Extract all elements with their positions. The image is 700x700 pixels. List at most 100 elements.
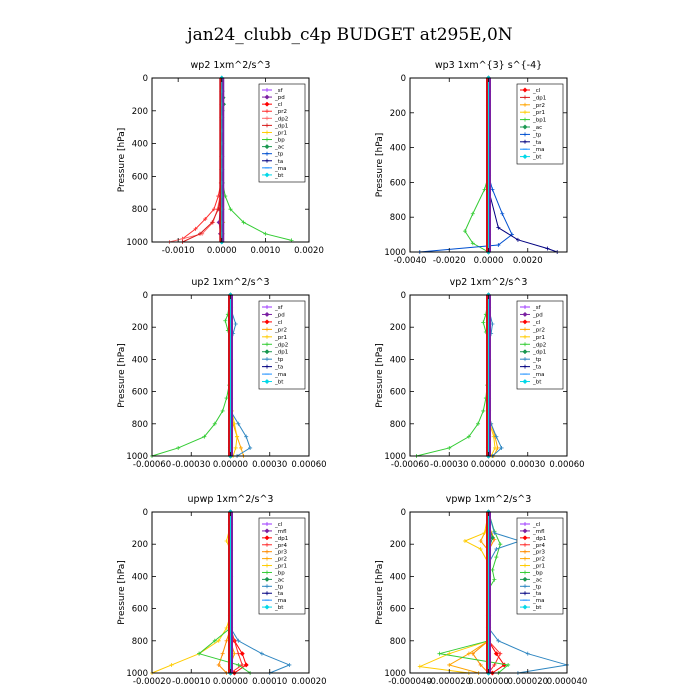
data-point: [235, 434, 240, 439]
legend: _cl_mfl_dp1_pr4_pr3_pr2_pr1_bp_ac_tp_ta_…: [258, 517, 306, 615]
legend-label: _ac: [274, 145, 284, 151]
panel-title: vpwp 1xm^2/s^3: [446, 494, 532, 505]
data-point: [466, 651, 471, 656]
x-tick-label: -0.00030: [430, 460, 468, 470]
legend-label: _bt: [274, 380, 284, 386]
data-point: [210, 220, 215, 225]
legend-label: _ac: [532, 577, 542, 583]
y-tick-label: 400: [132, 572, 148, 582]
x-tick-label: 0.000020: [507, 677, 548, 687]
legend-label: _ac: [532, 125, 542, 131]
panel-vp2: vp2 1xm^2/s^3 Pressure [hPa] -0.00060 -0.00…: [375, 277, 585, 470]
x-tick-label: 0.00000: [471, 460, 506, 470]
legend-marker: [265, 334, 269, 339]
legend-marker: [265, 327, 269, 332]
series_pr1: [150, 510, 233, 675]
x-tick-label: -0.0020: [433, 256, 466, 266]
legend: _cl_mfl_dp1_pr4_pr3_pr2_pr1_bp_ac_tp_ta_…: [516, 517, 564, 615]
legend-marker: [265, 542, 269, 547]
legend-label: _pr1: [532, 110, 545, 116]
y-tick-label: 600: [132, 388, 148, 398]
legend-label: _dp2: [532, 342, 546, 348]
panel-title: wp3 1xm^{3} s^{-4}: [435, 60, 542, 71]
legend: _cl_dp1 _pr2_pr1 _bp1_ac_tp _ta_ma _bt: [516, 83, 564, 165]
legend-marker: [523, 95, 527, 100]
y-tick-label: 600: [390, 178, 406, 188]
y-tick-label: 200: [132, 323, 148, 333]
data-point: [498, 542, 503, 547]
data-point: [220, 651, 225, 656]
legend-label: _ma: [274, 598, 286, 604]
series-line: [230, 295, 251, 457]
y-tick-label: 1000: [384, 248, 406, 258]
panel-wp2: wp2 1xm^2/s^3 Pressure [hPa] -0.0010 0.0000…: [117, 60, 324, 256]
y-tick-label: 200: [132, 107, 148, 117]
series-line: [151, 294, 231, 457]
data-point: [462, 229, 467, 234]
data-point: [482, 187, 487, 192]
data-point: [212, 638, 217, 643]
data-point: [482, 530, 487, 535]
series-line: [416, 294, 489, 457]
legend-marker: [264, 349, 270, 355]
x-tick-label: -0.00010: [172, 677, 210, 687]
legend-marker: [265, 364, 269, 369]
figure-title: jan24_clubb_c4p BUDGET at295E,0N: [185, 25, 513, 45]
legend-label: _tp: [274, 584, 284, 590]
data-point: [492, 530, 497, 535]
legend: _sf_pd_cl_pr2_dp2_dp1_pr1 _bp_ac_tp_ta_ma…: [258, 83, 306, 183]
y-tick-label: 0: [143, 74, 148, 84]
legend-label: _tp: [274, 152, 284, 158]
y-tick-label: 1000: [126, 452, 148, 462]
legend-marker: [265, 556, 269, 561]
legend-marker: [522, 535, 528, 541]
y-axis-label: Pressure [hPa]: [117, 343, 127, 408]
legend-label: _cl: [274, 320, 283, 326]
data-point: [476, 421, 481, 426]
y-tick-label: 600: [390, 388, 406, 398]
data-point: [515, 237, 520, 242]
data-point: [493, 651, 499, 657]
data-point: [506, 662, 511, 667]
data-point: [243, 662, 249, 668]
legend-marker: [264, 94, 270, 100]
legend-label: _ma: [532, 598, 544, 604]
data-point: [248, 445, 253, 450]
data-point: [197, 231, 202, 236]
data-point: [492, 662, 497, 667]
legend-label: _ma: [274, 166, 286, 172]
data-point: [197, 651, 202, 656]
y-tick-label: 400: [390, 355, 406, 365]
data-point: [490, 567, 495, 572]
x-tick-label: 0.000000: [468, 677, 509, 687]
data-point: [224, 396, 229, 401]
data-point: [193, 226, 198, 231]
legend-marker: [523, 342, 527, 347]
legend-marker: [522, 576, 528, 582]
x-tick-label: -0.00030: [172, 460, 210, 470]
x-tick-label: 0.00000: [213, 460, 248, 470]
legend-marker: [265, 116, 269, 121]
panel-upwp: upwp 1xm^2/s^3 Pressure [hPa] -0.00020 -0.0…: [117, 494, 327, 687]
legend-label: _cl: [532, 522, 541, 528]
legend-marker: [264, 172, 270, 178]
legend-label: _pd: [274, 95, 285, 101]
y-tick-label: 1000: [384, 452, 406, 462]
y-tick-label: 0: [401, 508, 406, 518]
legend-marker: [523, 327, 527, 332]
legend-label: _bp: [274, 570, 285, 576]
data-point: [224, 625, 229, 630]
data-point: [470, 211, 475, 216]
legend-label: _ta: [532, 591, 541, 597]
legend-marker: [265, 584, 269, 589]
legend-marker: [265, 88, 269, 92]
legend-label: _sf: [274, 88, 284, 94]
legend-label: _pr1: [274, 564, 287, 570]
legend-label: _mfl: [274, 529, 287, 535]
y-axis-label: Pressure [hPa]: [375, 343, 385, 408]
y-tick-label: 600: [132, 172, 148, 182]
x-tick-label: -0.000040: [388, 677, 432, 687]
legend-marker: [265, 123, 269, 128]
panel-up2: up2 1xm^2/s^3 Pressure [hPa] -0.00060 -0.00…: [117, 277, 327, 470]
data-point: [481, 320, 486, 325]
